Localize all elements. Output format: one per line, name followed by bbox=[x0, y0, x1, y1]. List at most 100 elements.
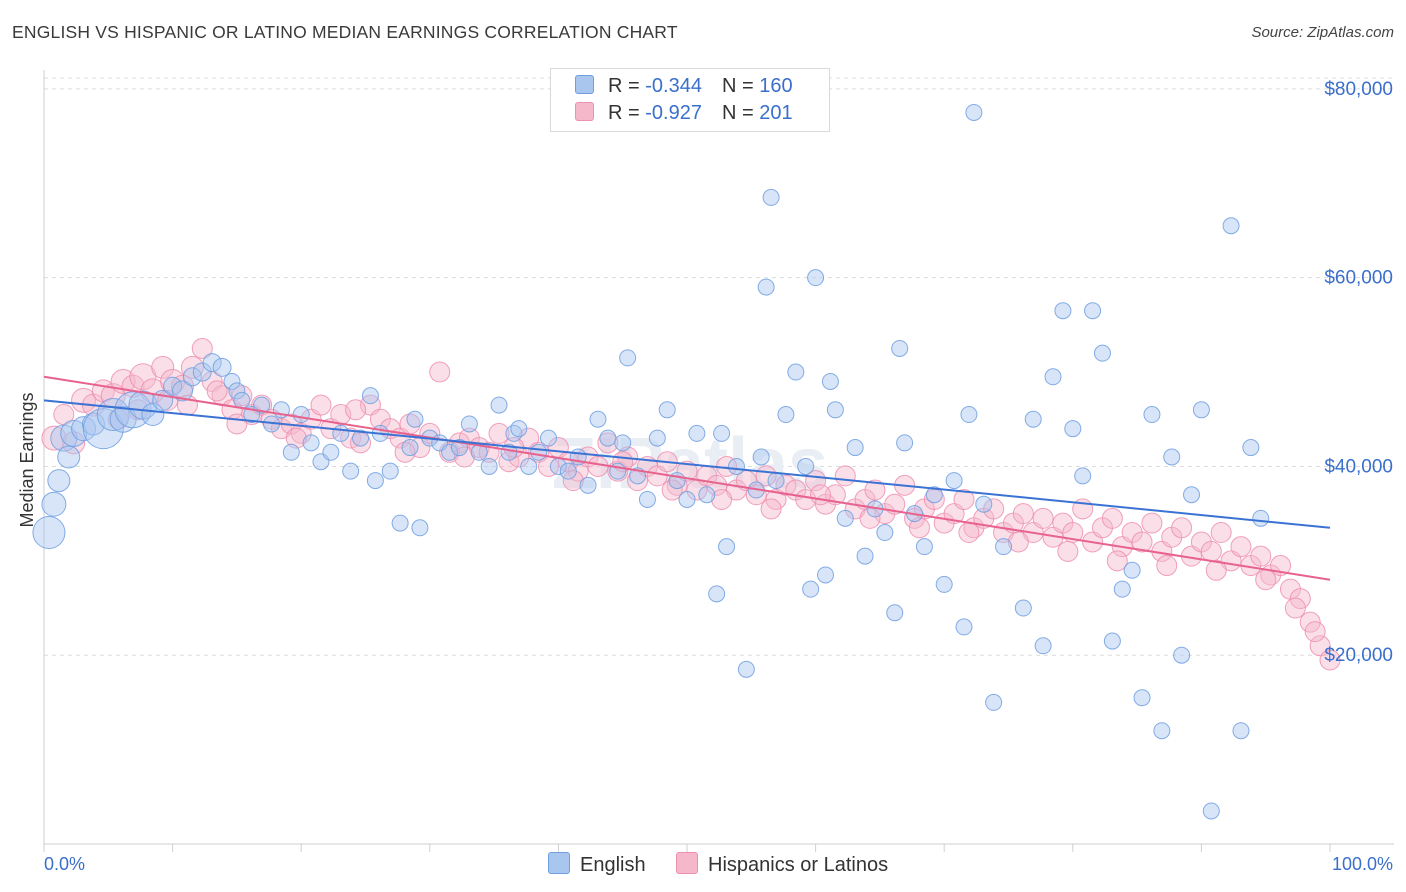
english-point-32 bbox=[322, 443, 340, 461]
english-point-33 bbox=[332, 424, 350, 442]
english-point-10 bbox=[109, 405, 137, 433]
english-point-46 bbox=[441, 443, 459, 461]
english-point-72 bbox=[678, 490, 696, 508]
english-point-59 bbox=[559, 462, 577, 480]
hispanic-point-137 bbox=[345, 399, 367, 421]
english-point-62 bbox=[589, 410, 607, 428]
source-label: Source: ZipAtlas.com bbox=[1251, 24, 1394, 41]
english-point-48 bbox=[460, 415, 478, 433]
legend-item-hispanic[interactable]: Hispanics or Latinos bbox=[676, 852, 888, 877]
english-point-89 bbox=[807, 269, 825, 287]
english-point-125 bbox=[1143, 406, 1161, 424]
english-point-128 bbox=[1173, 646, 1191, 664]
english-point-69 bbox=[648, 429, 666, 447]
english-point-37 bbox=[366, 472, 384, 490]
hispanic-point-146 bbox=[810, 484, 832, 506]
english-point-68 bbox=[638, 490, 656, 508]
english-point-132 bbox=[1222, 217, 1240, 235]
legend-n-value-hispanic: 201 bbox=[759, 102, 793, 124]
english-point-104 bbox=[935, 575, 953, 593]
legend-row-english: R = -0.344 N = 160 bbox=[575, 75, 793, 99]
hispanic-point-83 bbox=[864, 479, 886, 501]
english-point-2 bbox=[47, 469, 71, 493]
english-point-88 bbox=[802, 580, 820, 598]
english-point-116 bbox=[1054, 302, 1072, 320]
english-point-135 bbox=[1252, 509, 1270, 527]
chart-title: ENGLISH VS HISPANIC OR LATINO MEDIAN EAR… bbox=[12, 22, 678, 42]
english-point-74 bbox=[698, 486, 716, 504]
hispanic-point-110 bbox=[1131, 531, 1153, 553]
english-point-112 bbox=[1014, 599, 1032, 617]
hispanic-point-147 bbox=[859, 507, 881, 529]
hispanic-point-95 bbox=[983, 498, 1005, 520]
english-point-4 bbox=[57, 445, 81, 469]
english-point-77 bbox=[718, 538, 736, 556]
hispanic-legend-swatch bbox=[676, 852, 698, 874]
english-point-20 bbox=[212, 357, 232, 377]
hispanic-point-139 bbox=[453, 446, 475, 468]
legend-item-english[interactable]: English bbox=[548, 852, 646, 877]
english-point-92 bbox=[826, 401, 844, 419]
hispanic-point-0 bbox=[41, 425, 67, 451]
y-tick-label-1: $40,000 bbox=[1324, 456, 1393, 477]
hispanic-point-85 bbox=[884, 493, 906, 515]
hispanic-point-9 bbox=[129, 363, 157, 391]
hispanic-point-15 bbox=[191, 337, 213, 359]
y-axis-label: Median Earnings bbox=[17, 392, 37, 527]
english-point-121 bbox=[1103, 632, 1121, 650]
correlation-legend: R = -0.344 N = 160 R = -0.927 N = 201 bbox=[550, 68, 830, 132]
english-point-115 bbox=[1044, 368, 1062, 386]
english-point-90 bbox=[816, 566, 834, 584]
english-point-7 bbox=[81, 412, 105, 436]
english-point-85 bbox=[777, 406, 795, 424]
english-point-130 bbox=[1192, 401, 1210, 419]
english-point-43 bbox=[411, 519, 429, 537]
legend-n-value-english: 160 bbox=[759, 75, 793, 97]
legend-n-label: N = bbox=[721, 75, 754, 97]
english-point-124 bbox=[1133, 689, 1151, 707]
english-point-120 bbox=[1093, 344, 1111, 362]
hispanic-point-111 bbox=[1141, 512, 1163, 534]
english-point-107 bbox=[960, 406, 978, 424]
english-point-114 bbox=[1034, 637, 1052, 655]
english-point-86 bbox=[787, 363, 805, 381]
legend-row-hispanic: R = -0.927 N = 201 bbox=[575, 102, 793, 126]
english-point-84 bbox=[767, 472, 785, 490]
english-point-94 bbox=[846, 439, 864, 457]
english-point-34 bbox=[342, 462, 360, 480]
english-point-91 bbox=[821, 372, 839, 390]
english-point-129 bbox=[1183, 486, 1201, 504]
hispanic-point-134 bbox=[206, 380, 228, 402]
hispanic-point-92 bbox=[953, 488, 975, 510]
english-point-29 bbox=[292, 406, 310, 424]
hispanic-point-150 bbox=[1007, 531, 1029, 553]
hispanic-point-156 bbox=[1284, 597, 1306, 619]
hispanic-point-114 bbox=[1171, 517, 1193, 539]
hispanic-point-45 bbox=[488, 422, 510, 444]
hispanic-point-31 bbox=[350, 432, 372, 454]
y-tick-label-0: $20,000 bbox=[1324, 645, 1393, 666]
hispanic-point-145 bbox=[760, 498, 782, 520]
english-point-17 bbox=[182, 367, 202, 387]
hispanic-point-13 bbox=[170, 374, 194, 398]
english-point-53 bbox=[505, 424, 523, 442]
english-point-82 bbox=[757, 278, 775, 296]
y-tick-label-2: $60,000 bbox=[1324, 268, 1393, 289]
english-point-83 bbox=[762, 188, 780, 206]
english-point-70 bbox=[658, 401, 676, 419]
english-point-22 bbox=[228, 382, 246, 400]
english-point-106 bbox=[955, 618, 973, 636]
hispanic-point-79 bbox=[824, 484, 846, 506]
english-point-75 bbox=[708, 585, 726, 603]
legend-r-value-english: -0.344 bbox=[645, 75, 702, 97]
english-point-79 bbox=[737, 660, 755, 678]
english-point-109 bbox=[975, 495, 993, 513]
english-point-55 bbox=[520, 457, 538, 475]
legend-r-value-hispanic: -0.927 bbox=[645, 102, 702, 124]
english-point-8 bbox=[82, 408, 124, 450]
english-point-126 bbox=[1153, 722, 1171, 740]
english-point-36 bbox=[361, 387, 379, 405]
english-point-51 bbox=[490, 396, 508, 414]
english-point-113 bbox=[1024, 410, 1042, 428]
